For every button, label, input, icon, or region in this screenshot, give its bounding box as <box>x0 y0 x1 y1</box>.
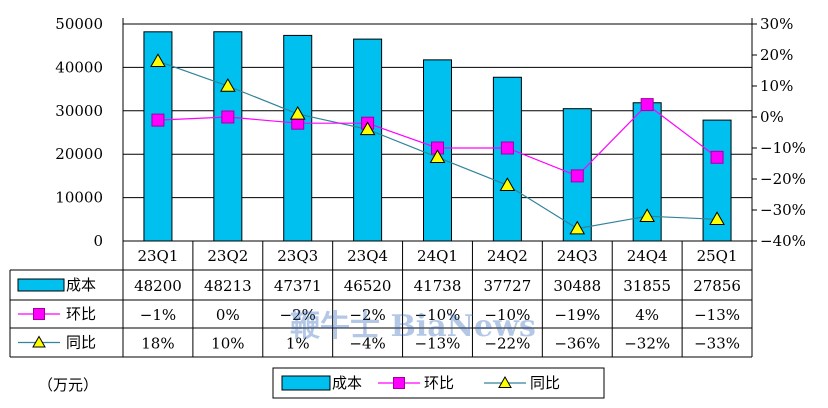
axes: 0 10000 20000 30000 40000 50000 −40% −30% −20% −1… <box>55 15 806 250</box>
right-tick-label: −10% <box>760 139 806 157</box>
right-tick-label: −40% <box>760 232 806 250</box>
row-key-cost <box>17 278 65 292</box>
cost-value: 46520 <box>344 277 392 295</box>
yoy-point-23Q3 <box>289 105 306 120</box>
legend-key-qoq-marker <box>393 377 405 389</box>
left-tick-label: 20000 <box>55 145 103 163</box>
row-label-qoq: 环比 <box>66 305 96 323</box>
bar-23Q2 <box>213 31 243 242</box>
category-label: 23Q1 <box>137 247 178 265</box>
qoq-value: 4% <box>635 306 659 324</box>
yoy-point-24Q1 <box>429 149 446 164</box>
category-label: 24Q4 <box>627 247 668 265</box>
left-tick-label: 40000 <box>55 58 103 76</box>
right-tick-label: −20% <box>760 170 806 188</box>
qoq-point-25Q1 <box>710 150 724 164</box>
category-label: 23Q2 <box>207 247 248 265</box>
legend-key-cost <box>281 375 331 391</box>
yoy-point-23Q2 <box>219 77 236 92</box>
category-label: 23Q4 <box>347 247 388 265</box>
qoq-point-23Q1 <box>151 113 165 127</box>
category-label: 23Q3 <box>277 247 318 265</box>
yoy-point-24Q3 <box>569 220 586 235</box>
qoq-value: −10% <box>415 306 461 324</box>
qoq-point-24Q3 <box>570 169 584 183</box>
right-tick-label: −30% <box>760 201 806 219</box>
qoq-value: −2% <box>349 306 385 324</box>
row-label-yoy: 同比 <box>66 334 96 352</box>
qoq-value: −10% <box>484 306 530 324</box>
row-key-qoq-marker <box>33 308 45 320</box>
category-label: 24Q3 <box>557 247 598 265</box>
cost-bars <box>143 31 732 242</box>
yoy-point-24Q4 <box>639 208 656 222</box>
unit-label: （万元） <box>38 376 99 394</box>
yoy-point-23Q1 <box>150 53 166 67</box>
yoy-value: −33% <box>694 335 740 353</box>
cost-value: 30488 <box>553 277 601 295</box>
yoy-value: 10% <box>211 335 244 353</box>
qoq-point-24Q4 <box>640 98 654 112</box>
yoy-point-23Q4 <box>359 121 376 136</box>
yoy-value: −22% <box>484 335 530 353</box>
legend: 成本 环比 同比 <box>272 367 605 399</box>
watermark: 鞭牛士 BiaNews <box>290 309 536 344</box>
right-tick-label: 30% <box>760 15 793 33</box>
cost-value: 31855 <box>623 277 671 295</box>
bar-23Q3 <box>283 34 313 242</box>
legend-key-yoy-marker <box>498 375 512 388</box>
legend-label-cost: 成本 <box>332 374 362 392</box>
qoq-point-23Q2 <box>221 110 235 124</box>
data-table: 23Q1 23Q2 23Q3 23Q4 24Q1 24Q2 24Q3 24Q4 25Q1 成本环比… <box>9 241 753 358</box>
cost-value: 37727 <box>484 277 532 295</box>
yoy-value: 1% <box>286 335 310 353</box>
cost-value: 48213 <box>204 277 252 295</box>
right-tick-label: 0% <box>760 108 784 126</box>
yoy-value: −4% <box>349 335 385 353</box>
yoy-point-24Q2 <box>499 177 516 191</box>
cost-value: 48200 <box>134 277 182 295</box>
qoq-value: −2% <box>280 306 316 324</box>
category-label: 25Q1 <box>697 247 738 265</box>
bar-24Q2 <box>492 76 522 242</box>
yoy-point-25Q1 <box>709 211 725 226</box>
right-tick-label: 20% <box>760 46 793 64</box>
series-lines <box>150 53 725 235</box>
category-label: 24Q1 <box>417 247 458 265</box>
left-tick-label: 0 <box>93 232 103 250</box>
qoq-point-24Q2 <box>500 141 514 155</box>
yoy-value: −13% <box>415 335 461 353</box>
legend-label-yoy: 同比 <box>530 374 560 392</box>
qoq-value: 0% <box>216 306 240 324</box>
bar-23Q4 <box>353 38 383 242</box>
legend-label-qoq: 环比 <box>424 374 454 392</box>
cost-value: 27856 <box>693 277 741 295</box>
qoq-value: −19% <box>554 306 600 324</box>
left-tick-label: 10000 <box>55 189 103 207</box>
category-label: 24Q2 <box>487 247 528 265</box>
qoq-value: −13% <box>694 306 740 324</box>
qoq-value: −1% <box>140 306 176 324</box>
cost-value: 47371 <box>274 277 322 295</box>
right-tick-label: 10% <box>760 77 793 95</box>
row-key-yoy-marker <box>32 335 46 348</box>
row-label-cost: 成本 <box>66 276 96 294</box>
left-tick-label: 30000 <box>55 102 103 120</box>
cost-value: 41738 <box>414 277 462 295</box>
yoy-value: −32% <box>624 335 670 353</box>
yoy-value: −36% <box>554 335 600 353</box>
yoy-value: 18% <box>141 335 174 353</box>
left-tick-label: 50000 <box>55 15 103 33</box>
